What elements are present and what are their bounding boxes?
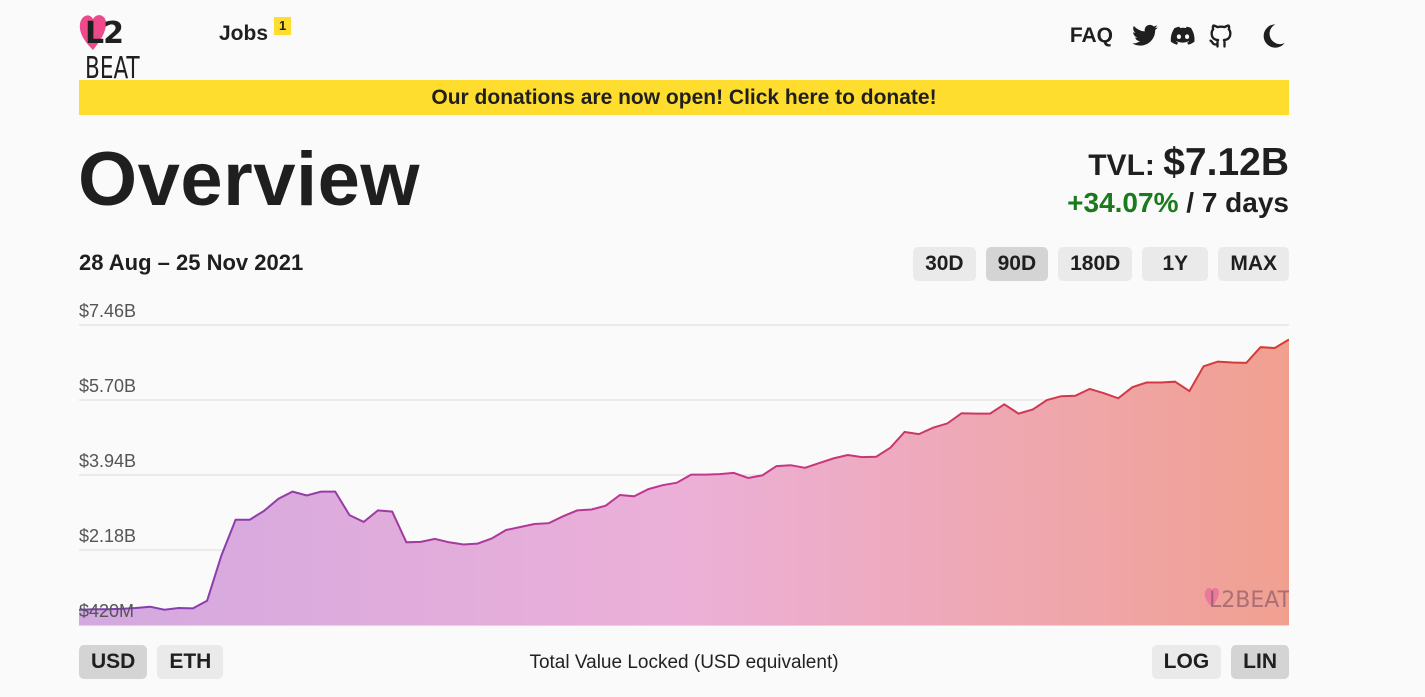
chart-series-line (79, 338, 1289, 611)
scale-selector: LOG LIN (1151, 645, 1289, 679)
tvl-change: +34.07% / 7 days (1067, 186, 1289, 220)
y-tick-label: $2.18B (79, 526, 136, 546)
range-button-90d[interactable]: 90D (985, 247, 1049, 281)
range-button-30d[interactable]: 30D (913, 247, 976, 281)
discord-icon[interactable] (1167, 20, 1199, 52)
tvl-label: TVL: (1088, 149, 1155, 182)
tvl-summary: TVL: $7.12B +34.07% / 7 days (1067, 143, 1289, 220)
chart-date-range: 28 Aug – 25 Nov 2021 (79, 250, 304, 275)
github-icon[interactable] (1205, 20, 1237, 52)
jobs-count-badge: 1 (274, 17, 292, 35)
watermark-text: L2BEAT (1209, 588, 1289, 613)
y-tick-label: $5.70B (79, 376, 136, 396)
chart-caption: Total Value Locked (USD equivalent) (529, 652, 839, 673)
chart-area-fill (79, 339, 1289, 625)
tvl-total: TVL: $7.12B (1067, 143, 1289, 186)
nav-links: FAQ (1070, 20, 1289, 52)
range-selector: 30D 90D 180D 1Y MAX (913, 247, 1289, 281)
currency-button-eth[interactable]: ETH (157, 645, 224, 679)
tvl-value: $7.12B (1163, 141, 1289, 184)
page-title: Overview (78, 137, 420, 222)
y-tick-label: $7.46B (79, 301, 136, 321)
currency-button-usd[interactable]: USD (79, 645, 148, 679)
logo-wordmark: L2BEAT (85, 16, 191, 86)
currency-selector: USD ETH (79, 645, 224, 679)
range-button-1y[interactable]: 1Y (1142, 247, 1209, 281)
faq-link[interactable]: FAQ (1069, 24, 1113, 47)
scale-button-log[interactable]: LOG (1151, 645, 1222, 679)
l2beat-logo[interactable]: L2BEAT (79, 10, 191, 86)
top-nav: L2BEAT Jobs 1 FAQ (79, 0, 1289, 86)
y-tick-label: $420M (79, 601, 134, 621)
tvl-chart[interactable]: $7.46B $5.70B $3.94B $2.18B $420M L2BEAT (79, 295, 1289, 630)
donation-banner[interactable]: Our donations are now open! Click here t… (79, 80, 1289, 115)
twitter-icon[interactable] (1129, 20, 1161, 52)
tvl-change-period: / 7 days (1186, 187, 1289, 218)
moon-icon[interactable] (1257, 20, 1289, 52)
range-button-max[interactable]: MAX (1218, 247, 1289, 281)
y-tick-label: $3.94B (79, 451, 136, 471)
logo-heart-icon (79, 15, 106, 50)
jobs-link[interactable]: Jobs (219, 22, 269, 45)
scale-button-lin[interactable]: LIN (1231, 645, 1289, 679)
logo-l2: L2 (85, 16, 124, 51)
tvl-change-percent: +34.07% (1067, 187, 1179, 218)
range-button-180d[interactable]: 180D (1058, 247, 1133, 281)
chart-y-tick-labels: $7.46B $5.70B $3.94B $2.18B $420M (79, 301, 136, 621)
chart-watermark: L2BEAT (1204, 587, 1289, 613)
